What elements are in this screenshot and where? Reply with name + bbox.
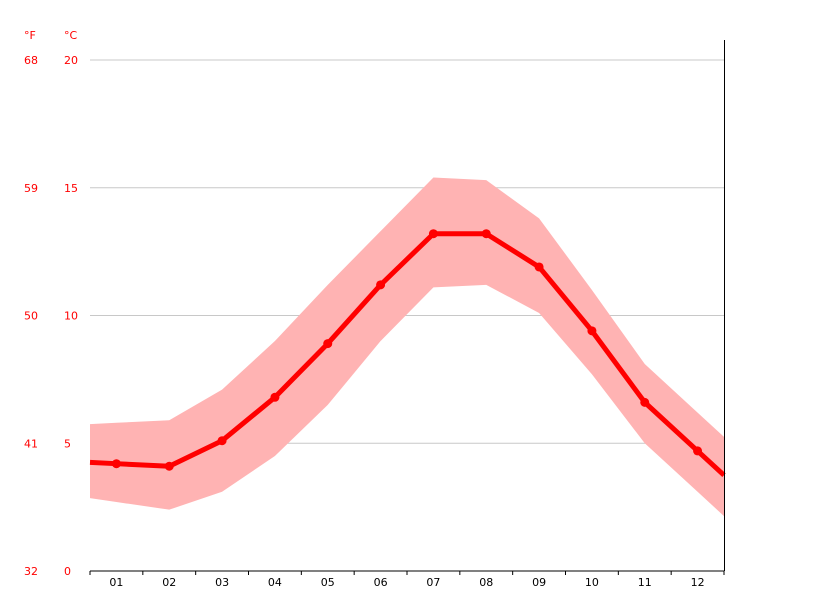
x-tick-label-09: 09 (532, 576, 546, 589)
data-point-10 (587, 326, 597, 336)
data-point-06 (376, 280, 386, 290)
series-line-layer (89, 229, 726, 478)
x-tick-label-06: 06 (374, 576, 388, 589)
x-tick-label-10: 10 (585, 576, 599, 589)
range-band-layer (90, 177, 724, 517)
data-point-11 (640, 397, 650, 407)
y-tick-celsius-15: 15 (64, 182, 78, 195)
mean-temperature-line (89, 231, 726, 478)
x-tick-label-08: 08 (479, 576, 493, 589)
y-tick-fahrenheit-68: 68 (24, 54, 38, 67)
data-point-01 (111, 459, 121, 469)
data-point-09 (534, 262, 544, 272)
y-tick-fahrenheit-59: 59 (24, 182, 38, 195)
temperature-range-band (90, 177, 724, 517)
data-point-03 (217, 436, 227, 446)
y-tick-celsius-0: 0 (64, 565, 71, 578)
data-point-08 (481, 229, 491, 239)
y-tick-labels: °F °C 32 0 41 5 50 10 59 15 68 20 (24, 29, 78, 578)
y-tick-fahrenheit-32: 32 (24, 565, 38, 578)
x-tick-label-05: 05 (321, 576, 335, 589)
data-point-05 (323, 339, 333, 349)
grid-lines (90, 59, 724, 444)
x-tick-labels: 01 02 03 04 05 06 07 08 09 10 11 12 (109, 576, 704, 589)
data-point-02 (164, 461, 174, 471)
celsius-unit-label: °C (64, 29, 78, 42)
data-point-04 (270, 392, 280, 402)
y-tick-fahrenheit-41: 41 (24, 437, 38, 450)
y-tick-celsius-10: 10 (64, 310, 78, 323)
data-point-12 (693, 446, 703, 456)
x-tick-label-04: 04 (268, 576, 282, 589)
axes (89, 40, 725, 575)
y-tick-celsius-20: 20 (64, 54, 78, 67)
y-tick-fahrenheit-50: 50 (24, 310, 38, 323)
x-tick-label-07: 07 (426, 576, 440, 589)
data-point-07 (428, 229, 438, 239)
x-tick-label-03: 03 (215, 576, 229, 589)
x-tick-label-12: 12 (691, 576, 705, 589)
fahrenheit-unit-label: °F (24, 29, 36, 42)
x-tick-label-11: 11 (638, 576, 652, 589)
x-tick-label-02: 02 (162, 576, 176, 589)
y-tick-celsius-5: 5 (64, 437, 71, 450)
x-tick-label-01: 01 (109, 576, 123, 589)
